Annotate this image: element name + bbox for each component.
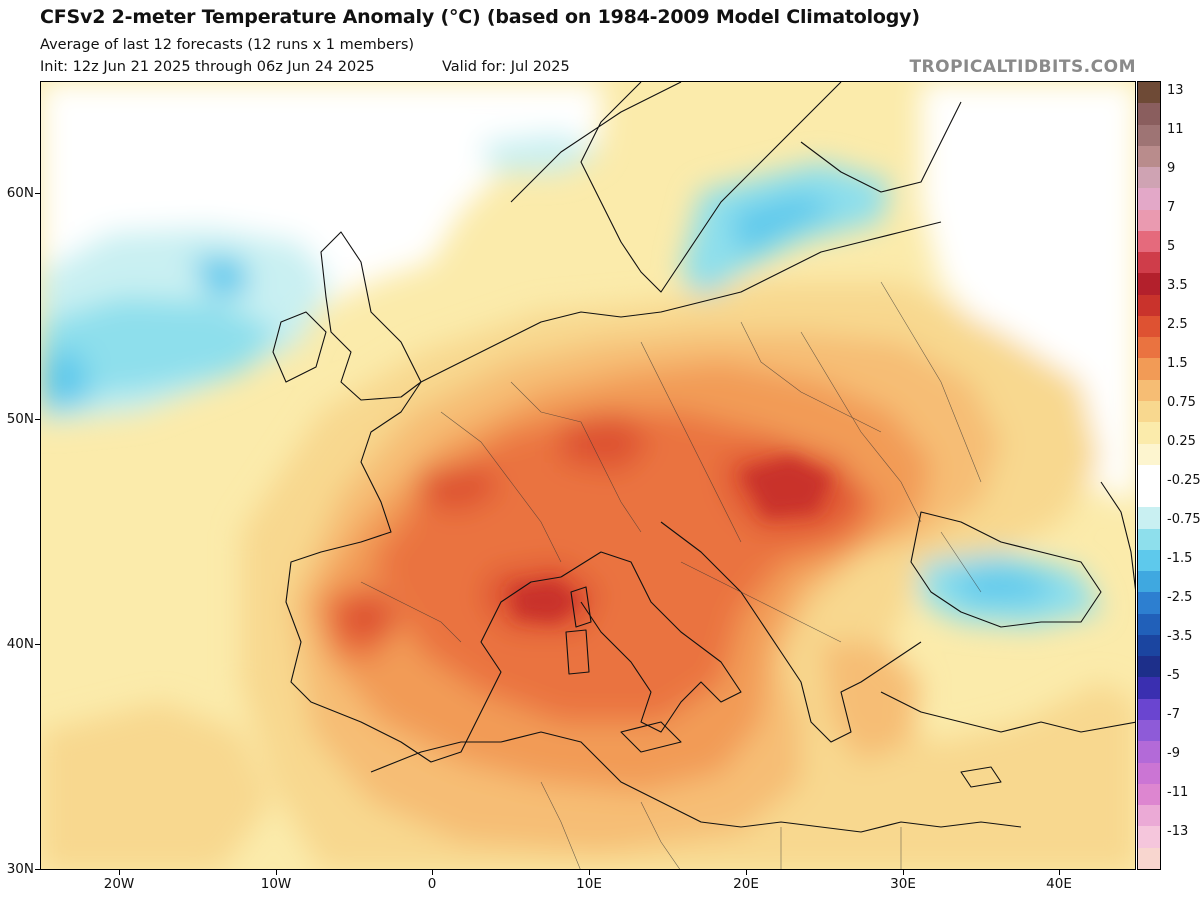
color-scale-segment: [1138, 698, 1160, 720]
color-scale-label: 11: [1167, 122, 1184, 137]
lat-label-60n: 60N: [6, 185, 34, 201]
color-scale-label: 7: [1167, 200, 1176, 215]
color-scale-segment: [1138, 230, 1160, 253]
color-scale-segment: [1138, 209, 1160, 231]
color-scale-segment: [1138, 826, 1160, 848]
chart-title: CFSv2 2-meter Temperature Anomaly (°C) (…: [40, 6, 920, 28]
color-scale-segment: [1138, 294, 1160, 316]
color-scale-segment: [1138, 379, 1160, 401]
color-scale-segment: [1138, 656, 1160, 678]
color-scale-segment: [1138, 507, 1160, 529]
color-scale-segment: [1138, 252, 1160, 274]
lat-tick-40n: [35, 644, 40, 645]
color-scale-segment: [1138, 315, 1160, 338]
color-scale-label: -1.5: [1167, 551, 1193, 566]
color-scale-segment: [1138, 613, 1160, 635]
color-scale-segment: [1138, 719, 1160, 742]
init-time: Init: 12z Jun 21 2025 through 06z Jun 24…: [40, 59, 375, 75]
lon-label-20w: 20W: [103, 876, 135, 892]
color-scale-segment: [1138, 400, 1160, 423]
lon-label-0: 0: [427, 876, 437, 892]
color-scale-segment: [1138, 549, 1160, 572]
color-scale-segment: [1138, 677, 1160, 699]
lat-tick-30n: [35, 869, 40, 870]
lon-tick-40e: [1059, 870, 1060, 875]
site-brand[interactable]: TROPICALTIDBITS.COM: [909, 57, 1136, 77]
lat-tick-60n: [35, 193, 40, 194]
lat-label-30n: 30N: [6, 861, 34, 877]
color-scale-label: 2.5: [1167, 317, 1188, 332]
color-scale-label: -11: [1167, 785, 1189, 800]
lon-label-20e: 20E: [733, 876, 759, 892]
color-scale-label: -13: [1167, 824, 1189, 839]
color-scale-segment: [1138, 762, 1160, 784]
color-scale-segment: [1138, 358, 1160, 380]
lon-label-10e: 10E: [576, 876, 602, 892]
lon-tick-20e: [746, 870, 747, 875]
lat-label-50n: 50N: [6, 411, 34, 427]
color-scale-label: 0.75: [1167, 395, 1196, 410]
color-scale-segment: [1138, 337, 1160, 359]
color-scale-segment: [1138, 145, 1160, 168]
color-scale-segment: [1138, 124, 1160, 146]
color-scale-label: 5: [1167, 239, 1176, 254]
anomaly-map: [40, 81, 1136, 870]
lon-tick-10w: [276, 870, 277, 875]
color-scale-label: -3.5: [1167, 629, 1193, 644]
color-scale-segment: [1138, 486, 1160, 508]
color-scale-label: -2.5: [1167, 590, 1193, 605]
color-scale-segment: [1138, 783, 1160, 806]
color-scale-label: -5: [1167, 668, 1180, 683]
color-scale-segment: [1138, 82, 1160, 104]
color-scale-segment: [1138, 103, 1160, 125]
color-scale-segment: [1138, 741, 1160, 763]
color-scale-label: 0.25: [1167, 434, 1196, 449]
color-scale-segment: [1138, 571, 1160, 593]
color-scale-segment: [1138, 592, 1160, 614]
color-scale-segment: [1138, 443, 1160, 465]
color-scale-label: 1.5: [1167, 356, 1188, 371]
color-scale-segment: [1138, 464, 1160, 487]
lat-label-40n: 40N: [6, 636, 34, 652]
color-scale-label: -0.25: [1167, 473, 1200, 488]
chart-subtitle: Average of last 12 forecasts (12 runs x …: [40, 37, 415, 53]
color-scale-label: -9: [1167, 746, 1180, 761]
lon-tick-0: [432, 870, 433, 875]
lon-label-40e: 40E: [1046, 876, 1072, 892]
color-scale-segment: [1138, 422, 1160, 444]
lon-tick-20w: [119, 870, 120, 875]
color-scale-segment: [1138, 167, 1160, 189]
color-scale-segment: [1138, 188, 1160, 210]
lon-tick-30e: [903, 870, 904, 875]
color-scale-label: 13: [1167, 83, 1184, 98]
valid-time: Valid for: Jul 2025: [442, 59, 570, 75]
color-scale-segment: [1138, 805, 1160, 827]
lon-label-30e: 30E: [890, 876, 916, 892]
color-scale-segment: [1138, 847, 1160, 869]
color-scale-segment: [1138, 634, 1160, 657]
lat-tick-50n: [35, 419, 40, 420]
color-scale-segment: [1138, 273, 1160, 295]
color-scale-segment: [1138, 528, 1160, 550]
lon-label-10w: 10W: [260, 876, 292, 892]
color-scale-label: -7: [1167, 707, 1180, 722]
color-scale-label: 9: [1167, 161, 1176, 176]
color-scale-bar: [1137, 81, 1161, 870]
color-scale-label: -0.75: [1167, 512, 1200, 527]
color-scale-label: 3.5: [1167, 278, 1188, 293]
lon-tick-10e: [589, 870, 590, 875]
